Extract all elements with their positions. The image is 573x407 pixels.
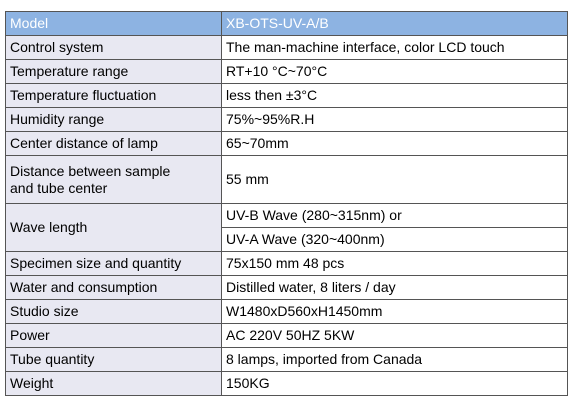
value-cell: The man-machine interface, color LCD tou… [221,35,568,60]
label-cell: Specimen size and quantity [5,251,222,276]
value-cell: Distilled water, 8 liters / day [221,275,568,300]
row: Weight 150KG [5,371,568,396]
value-cell: 75x150 mm 48 pcs [221,251,568,276]
row: UV-A Wave (320~400nm) [6,227,568,252]
value-cell: W1480xD560xH1450mm [221,299,568,324]
row: Humidity range 75%~95%R.H [5,107,568,132]
row: Power AC 220V 50HZ 5KW [5,323,568,348]
label-cell: Weight [5,371,222,396]
value-cell: 150KG [221,371,568,396]
header-cell: XB-OTS-UV-A/B [221,11,568,36]
value-cell: UV-A Wave (320~400nm) [221,227,568,252]
row: Control system The man-machine interface,… [5,35,568,60]
label-cell: Water and consumption [5,275,222,300]
label-cell: Control system [5,35,222,60]
label-cell: Studio size [5,299,222,324]
row: Tube quantity 8 lamps, imported from Cana… [5,347,568,372]
row: Wave length UV-B Wave (280~315nm) or [5,203,568,252]
value-cell: AC 220V 50HZ 5KW [221,323,568,348]
row: Center distance of lamp 65~70mm [5,131,568,156]
label-cell: Temperature fluctuation [5,83,222,108]
value-cell: 65~70mm [221,131,568,156]
label-cell: Humidity range [5,107,222,132]
label-cell: Temperature range [5,59,222,84]
header-row: Model XB-OTS-UV-A/B [5,11,568,36]
value-cell: RT+10 °C~70°C [221,59,568,84]
row: Studio size W1480xD560xH1450mm [5,299,568,324]
row: Temperature fluctuation less then ±3°C [5,83,568,108]
spec-table: Model XB-OTS-UV-A/B Control system The ma… [5,11,568,396]
value-cell: 75%~95%R.H [221,107,568,132]
label-cell: Wave length [5,203,222,252]
row: Water and consumption Distilled water, 8 … [5,275,568,300]
label-cell: Center distance of lamp [5,131,222,156]
header-cell: Model [5,11,222,36]
label-cell: Distance between sample and tube center [5,155,222,204]
value-cell: less then ±3°C [221,83,568,108]
value-cell: UV-B Wave (280~315nm) or [221,203,568,228]
row: Distance between sample and tube center 5… [5,155,568,204]
label-cell: Tube quantity [5,347,222,372]
row: Specimen size and quantity 75x150 mm 48 p… [5,251,568,276]
value-cell: 55 mm [221,155,568,204]
label-cell: Power [5,323,222,348]
row: Temperature range RT+10 °C~70°C [5,59,568,84]
value-cell: 8 lamps, imported from Canada [221,347,568,372]
